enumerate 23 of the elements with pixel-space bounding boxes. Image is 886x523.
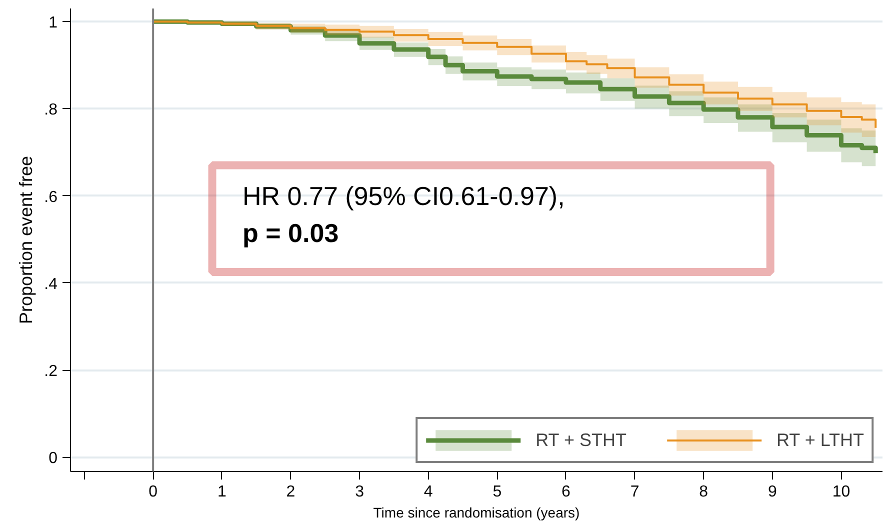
annotation: HR 0.77 (95% CI0.61-0.97),	[242, 180, 565, 211]
x-tick-label: 0	[148, 484, 158, 500]
annotation: p = 0.03	[242, 218, 339, 248]
x-tick-label: 3	[355, 484, 364, 500]
x-tick-label: 5	[492, 484, 502, 500]
x-tick-label: 9	[768, 484, 777, 500]
y-tick-label: .8	[44, 102, 58, 119]
x-tick-label: 7	[630, 484, 640, 500]
legend-label: RT + LTHT	[776, 430, 864, 450]
y-tick-label: .2	[44, 363, 58, 380]
y-tick-label: .6	[44, 188, 58, 206]
y-tick-label: .4	[44, 276, 58, 293]
y-tick-label: 0	[48, 450, 58, 468]
y-tick-label: 1	[48, 14, 58, 32]
legend-label: RT + STHT	[536, 430, 626, 450]
x-tick-label: 6	[562, 484, 571, 500]
x-tick-label: 10	[832, 484, 850, 500]
x-tick-label: 4	[424, 484, 433, 500]
x-tick-label: 2	[286, 484, 296, 500]
x-tick-label: 8	[699, 484, 708, 500]
x-tick-label: 1	[217, 484, 226, 500]
y-axis-title: Proportion event free	[16, 156, 36, 324]
x-axis-title: Time since randomisation (years)	[373, 504, 580, 520]
